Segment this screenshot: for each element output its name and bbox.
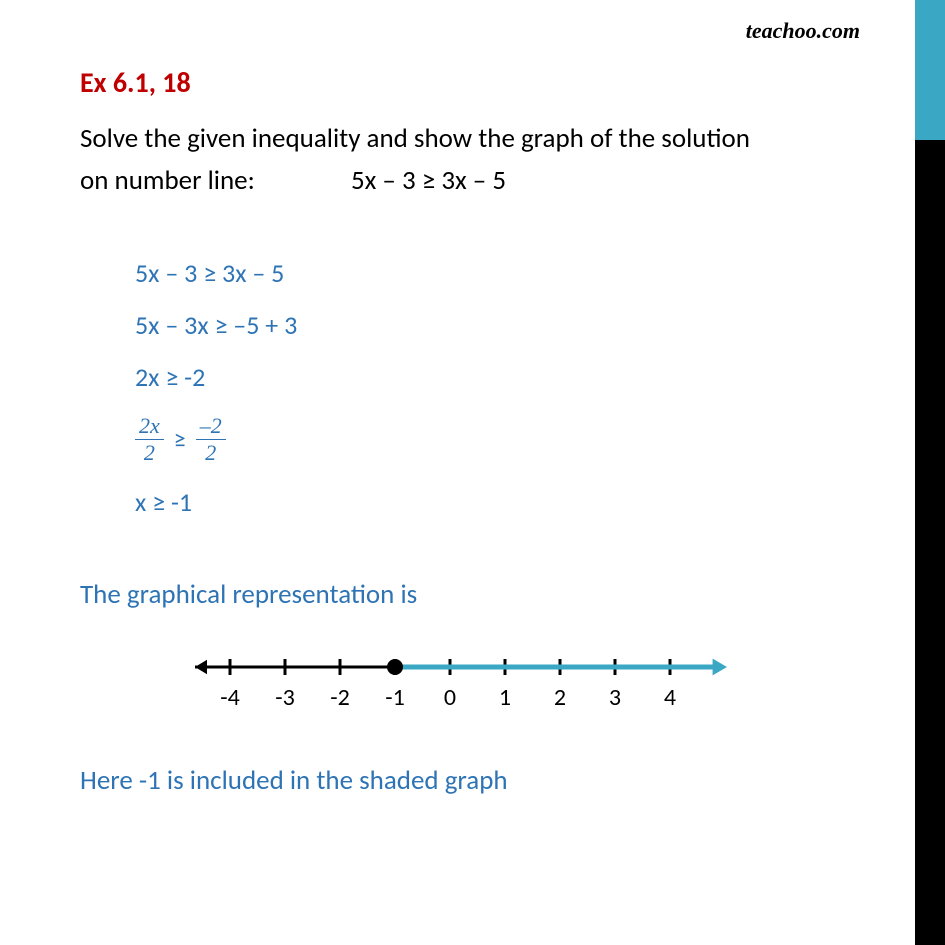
- number-line: -4 -3 -2 -1 0 1 2 3 4: [180, 639, 855, 724]
- svg-text:-1: -1: [385, 683, 405, 712]
- watermark-text: teachoo.com: [746, 18, 860, 44]
- svg-text:-2: -2: [330, 683, 350, 712]
- question-line1: Solve the given inequality and show the …: [80, 122, 750, 155]
- question-text: Solve the given inequality and show the …: [80, 118, 855, 202]
- step-4-left-fraction: 2x 2: [135, 413, 164, 466]
- question-line2-prefix: on number line:: [80, 164, 255, 197]
- svg-text:-3: -3: [275, 683, 295, 712]
- ge-operator: ≥: [174, 425, 186, 454]
- svg-text:3: 3: [609, 683, 621, 712]
- step-1: 5x – 3 ≥ 3x – 5: [135, 257, 855, 289]
- svg-text:0: 0: [444, 683, 456, 712]
- svg-text:2: 2: [554, 683, 566, 712]
- stripe-bottom: [915, 140, 945, 945]
- step-3: 2x ≥ -2: [135, 361, 855, 393]
- graph-label: The graphical representation is: [80, 578, 855, 611]
- number-line-svg: -4 -3 -2 -1 0 1 2 3 4: [180, 639, 740, 719]
- exercise-title: Ex 6.1, 18: [80, 65, 855, 100]
- step-2: 5x – 3x ≥ –5 + 3: [135, 309, 855, 341]
- side-stripe: [915, 0, 945, 945]
- step-5: x ≥ -1: [135, 486, 855, 518]
- step-4-right-fraction: –2 2: [196, 413, 226, 466]
- frac-num: –2: [196, 413, 226, 440]
- stripe-top: [915, 0, 945, 140]
- solution-steps: 5x – 3 ≥ 3x – 5 5x – 3x ≥ –5 + 3 2x ≥ -2…: [135, 257, 855, 518]
- frac-num: 2x: [135, 413, 164, 440]
- frac-den: 2: [201, 440, 220, 466]
- svg-text:-4: -4: [220, 683, 240, 712]
- footer-note: Here -1 is included in the shaded graph: [80, 764, 855, 797]
- step-4: 2x 2 ≥ –2 2: [135, 413, 855, 466]
- svg-text:1: 1: [499, 683, 511, 712]
- question-inequality: 5x – 3 ≥ 3x – 5: [351, 160, 506, 202]
- frac-den: 2: [140, 440, 159, 466]
- svg-text:4: 4: [664, 683, 676, 712]
